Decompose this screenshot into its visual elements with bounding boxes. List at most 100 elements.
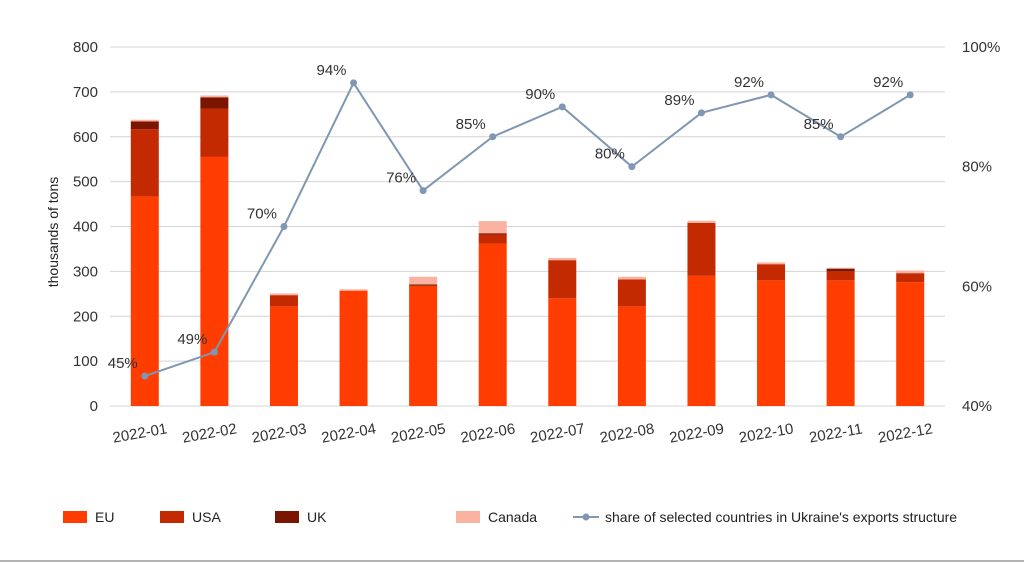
bar-canada — [130, 119, 159, 122]
legend-line-marker — [582, 513, 590, 521]
x-axis: 2022-01 2022-02 2022-03 2022-04 2022-05 2022-… — [111, 420, 934, 446]
legend-label: UK — [307, 509, 327, 525]
y-axis-left: 0 100 200 300 400 500 600 700 800 — [73, 39, 98, 415]
y-tick-label: 200 — [73, 308, 98, 325]
share-data-label: 92% — [873, 74, 903, 91]
legend-swatch — [456, 511, 480, 523]
legend-label: EU — [95, 509, 114, 525]
bar-canada — [826, 267, 855, 269]
y2-tick-label: 100% — [962, 39, 1000, 56]
bar-usa — [200, 108, 229, 157]
x-tick-label: 2022-09 — [668, 420, 725, 446]
x-tick-label: 2022-10 — [738, 420, 795, 446]
y2-tick-label: 80% — [962, 159, 992, 176]
bar-usa — [478, 234, 507, 244]
bar-uk — [200, 97, 229, 109]
y-tick-label: 0 — [90, 398, 98, 415]
bar-eu — [617, 306, 646, 406]
x-tick-label: 2022-11 — [808, 421, 864, 447]
bar-canada — [409, 276, 438, 285]
share-data-label: 89% — [664, 92, 694, 109]
y2-tick-label: 60% — [962, 278, 992, 295]
y2-tick-label: 40% — [962, 398, 992, 415]
y-tick-label: 400 — [73, 219, 98, 236]
bar-usa — [896, 273, 925, 283]
bar-eu — [200, 156, 229, 406]
bar-eu — [896, 282, 925, 406]
bar-canada — [617, 276, 646, 280]
bar-uk — [130, 121, 159, 130]
bar-eu — [269, 306, 298, 406]
bar-uk — [409, 284, 438, 286]
bar-uk — [478, 233, 507, 235]
bar-usa — [757, 264, 786, 281]
bar-canada — [896, 270, 925, 274]
y-axis-title: thousands of tons — [45, 177, 61, 288]
share-point — [767, 91, 775, 99]
y-tick-label: 500 — [73, 174, 98, 191]
bar-eu — [478, 243, 507, 406]
bar-canada — [269, 293, 298, 296]
y-axis-right: 40% 60% 80% 100% — [962, 39, 1000, 415]
legend: EU USA UK Canada share of selected countries… — [63, 509, 957, 525]
share-point — [558, 103, 566, 111]
legend-swatch — [275, 511, 299, 523]
x-tick-label: 2022-06 — [459, 420, 516, 446]
bar-canada — [548, 257, 577, 261]
x-tick-label: 2022-12 — [877, 420, 934, 446]
share-point — [697, 109, 705, 117]
x-tick-label: 2022-02 — [181, 420, 238, 446]
x-tick-label: 2022-08 — [599, 420, 656, 446]
share-point — [210, 348, 218, 356]
legend-label: share of selected countries in Ukraine's… — [605, 509, 957, 525]
bar-canada — [200, 95, 229, 98]
share-data-label: 85% — [456, 116, 486, 133]
share-data-label: 76% — [386, 170, 416, 187]
bar-canada — [687, 220, 716, 223]
share-data-label: 70% — [247, 206, 277, 223]
legend-swatch — [63, 511, 87, 523]
x-tick-label: 2022-05 — [390, 420, 447, 446]
bar-eu — [826, 280, 855, 406]
bar-eu — [757, 280, 786, 406]
bar-uk — [826, 268, 855, 272]
bar-canada — [478, 221, 507, 234]
share-point — [489, 133, 497, 141]
legend-swatch — [160, 511, 184, 523]
y-tick-label: 100 — [73, 353, 98, 370]
share-point — [628, 163, 636, 171]
share-line-path — [144, 80, 911, 378]
bar-usa — [617, 279, 646, 307]
bar-canada — [757, 262, 786, 265]
x-tick-label: 2022-03 — [251, 420, 308, 446]
gridlines — [110, 46, 945, 407]
share-data-label: 45% — [108, 355, 138, 372]
share-data-label: 90% — [525, 86, 555, 103]
bar-usa — [687, 222, 716, 276]
bar-usa — [826, 271, 855, 281]
bar-usa — [130, 129, 159, 197]
share-data-label: 94% — [317, 62, 347, 79]
share-data-label: 92% — [734, 74, 764, 91]
y-tick-label: 600 — [73, 129, 98, 146]
share-point — [141, 372, 149, 380]
share-point — [906, 91, 914, 99]
bar-eu — [548, 298, 577, 406]
bars — [130, 95, 925, 406]
y-tick-label: 700 — [73, 84, 98, 101]
share-data-label: 80% — [595, 146, 625, 163]
legend-label: USA — [192, 509, 221, 525]
x-tick-label: 2022-01 — [111, 420, 168, 446]
bar-eu — [339, 290, 368, 406]
bar-eu — [130, 196, 159, 406]
x-tick-label: 2022-04 — [320, 420, 377, 446]
share-point — [419, 187, 427, 195]
x-tick-label: 2022-07 — [529, 420, 586, 446]
bar-canada — [339, 289, 368, 291]
legend-label: Canada — [488, 509, 537, 525]
bar-usa — [548, 260, 577, 299]
bar-eu — [687, 275, 716, 406]
y-tick-label: 300 — [73, 263, 98, 280]
